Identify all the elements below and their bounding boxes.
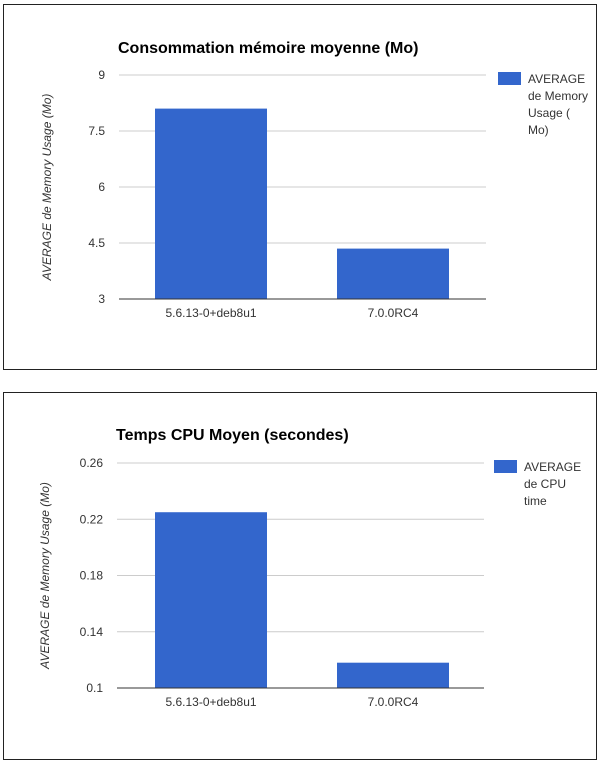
cpu-x-category-label: 7.0.0RC4 [368, 695, 419, 709]
memory-bar [337, 248, 449, 299]
memory-legend-swatch [498, 72, 521, 85]
cpu-chart-title: Temps CPU Moyen (secondes) [116, 427, 349, 444]
cpu-x-category-label: 5.6.13-0+deb8u1 [165, 695, 256, 709]
memory-y-tick-label: 6 [98, 180, 105, 194]
cpu-y-tick-label: 0.26 [80, 456, 104, 470]
cpu-legend-swatch [494, 460, 517, 473]
cpu-y-tick-label: 0.14 [80, 625, 104, 639]
memory-y-tick-label: 4.5 [88, 236, 105, 250]
cpu-y-tick-label: 0.1 [86, 681, 103, 695]
memory-bar [155, 108, 267, 299]
memory-x-category-label: 5.6.13-0+deb8u1 [165, 306, 256, 320]
memory-chart-title: Consommation mémoire moyenne (Mo) [118, 40, 418, 57]
cpu-bar [337, 662, 449, 688]
cpu-y-tick-label: 0.22 [80, 512, 104, 526]
cpu-bar [155, 512, 267, 688]
memory-chart-panel: Consommation mémoire moyenne (Mo) 3 4.5 6 7.… [3, 4, 597, 370]
memory-y-tick-label: 7.5 [88, 124, 105, 138]
cpu-y-axis-label: AVERAGE de Memory Usage (Mo) [38, 482, 52, 670]
memory-y-tick-label: 3 [98, 292, 105, 306]
memory-legend-label: AVERAGE de Memory Usage (Mo) [528, 72, 588, 137]
cpu-chart-panel: Temps CPU Moyen (secondes) 0.1 0.14 0.18 0.2… [3, 392, 597, 760]
memory-chart-svg: Consommation mémoire moyenne (Mo) 3 4.5 6 7.… [40, 40, 588, 320]
memory-x-category-label: 7.0.0RC4 [368, 306, 419, 320]
cpu-chart-svg: Temps CPU Moyen (secondes) 0.1 0.14 0.18 0.2… [38, 427, 581, 709]
cpu-y-tick-label: 0.18 [80, 569, 104, 583]
cpu-legend-label: AVERAGE de CPU time [524, 460, 581, 508]
memory-y-tick-label: 9 [98, 68, 105, 82]
memory-y-axis-label: AVERAGE de Memory Usage (Mo) [40, 94, 54, 282]
